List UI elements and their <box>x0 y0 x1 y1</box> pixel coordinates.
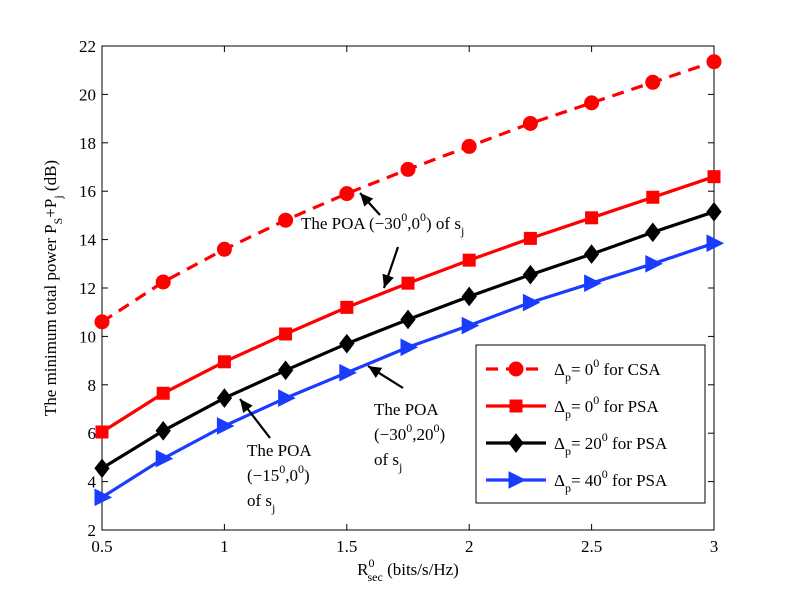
svg-text:of sj: of sj <box>374 450 402 474</box>
x-axis-label: R0 sec (bits/s/Hz) <box>357 556 459 584</box>
y-tick-label: 8 <box>88 376 97 395</box>
legend-label: Δp= 400 for PSA <box>554 467 668 495</box>
data-point <box>217 355 231 369</box>
data-point <box>94 488 113 507</box>
data-point <box>584 274 602 292</box>
data-point <box>461 316 480 335</box>
data-point <box>216 241 232 257</box>
data-point <box>645 74 661 90</box>
series-layer <box>94 54 725 507</box>
y-tick-label: 18 <box>79 134 96 153</box>
data-point <box>155 274 171 290</box>
annotation-poa-15-0: The POA (−150,00) of sj <box>247 441 312 515</box>
legend-label: Δp= 00 for PSA <box>554 393 660 421</box>
data-point <box>216 388 233 408</box>
data-point <box>523 231 537 245</box>
svg-text:The POA: The POA <box>374 400 439 419</box>
series-1 <box>94 54 722 330</box>
y-tick-label: 16 <box>79 182 96 201</box>
data-point <box>94 314 110 330</box>
data-point <box>339 363 357 382</box>
data-point <box>279 327 293 341</box>
legend-marker <box>508 433 524 453</box>
annotation-poa-30-20: The POA (−300,200) of sj <box>374 400 445 474</box>
svg-text:(−300,200): (−300,200) <box>374 421 445 444</box>
data-point <box>278 389 296 407</box>
data-point <box>583 244 600 264</box>
x-tick-label: 2 <box>465 537 474 556</box>
series-2 <box>95 170 721 439</box>
y-tick-label: 20 <box>79 85 96 104</box>
legend-label: Δp= 00 for CSA <box>554 356 661 384</box>
data-point <box>95 425 109 439</box>
series-4 <box>94 234 725 507</box>
data-point <box>400 338 419 357</box>
legend-marker <box>509 399 523 413</box>
x-tick-label: 1.5 <box>336 537 357 556</box>
y-tick-label: 4 <box>88 473 97 492</box>
annotation-arrow <box>367 365 404 389</box>
y-axis-label: The minimum total power PS+Pj (dB) <box>41 160 65 416</box>
data-point <box>645 222 661 243</box>
data-point <box>706 54 722 70</box>
y-tick-label: 14 <box>79 231 97 250</box>
data-point <box>584 95 600 111</box>
data-point <box>339 186 355 202</box>
data-point <box>400 309 416 330</box>
data-point <box>94 458 110 479</box>
data-point <box>585 211 599 225</box>
data-point <box>339 333 355 354</box>
legend: Δp= 00 for CSA Δp= 00 for PSA Δp= 200 for … <box>475 344 706 504</box>
data-point <box>706 201 722 222</box>
data-point <box>645 254 663 273</box>
svg-text:of sj: of sj <box>247 491 275 515</box>
data-point <box>706 234 725 253</box>
legend-marker <box>508 361 524 377</box>
data-point <box>522 115 538 131</box>
data-point <box>155 449 174 468</box>
data-point <box>522 264 539 285</box>
series-3 <box>94 201 722 479</box>
y-tick-label: 12 <box>79 279 96 298</box>
data-point <box>462 253 476 267</box>
data-point <box>400 161 416 177</box>
x-tick-label: 3 <box>710 537 719 556</box>
y-tick-label: 6 <box>88 424 97 443</box>
annotation-arrow <box>239 398 271 439</box>
svg-text:The POA: The POA <box>247 441 312 460</box>
data-point <box>278 212 294 228</box>
data-point <box>461 286 477 307</box>
legend-item: Δp= 400 for PSA <box>486 467 668 495</box>
y-tick-label: 2 <box>88 521 97 540</box>
data-point <box>707 170 721 184</box>
legend-item: Δp= 00 for PSA <box>486 393 660 421</box>
axis-labels: R0 sec (bits/s/Hz) The minimum total power… <box>41 160 459 584</box>
data-point <box>522 293 541 312</box>
svg-text:(−150,00): (−150,00) <box>247 462 310 485</box>
y-tick-label: 10 <box>79 327 96 346</box>
y-tick-label: 22 <box>79 37 96 56</box>
annotation-poa-30-0: The POA (−300,00) of sj <box>301 210 464 238</box>
data-point <box>646 190 660 204</box>
data-point <box>340 300 354 314</box>
data-point <box>401 276 415 290</box>
x-tick-label: 0.5 <box>91 537 112 556</box>
annotation-arrow <box>359 192 381 216</box>
x-tick-label: 1 <box>220 537 229 556</box>
x-tick-label: 2.5 <box>581 537 602 556</box>
data-point <box>155 420 171 441</box>
annotation-arrow <box>382 246 400 289</box>
data-point <box>277 360 294 381</box>
legend-label: Δp= 200 for PSA <box>554 430 668 458</box>
data-point <box>216 417 235 435</box>
legend-item: Δp= 200 for PSA <box>486 430 668 458</box>
annotation-layer: The POA (−300,00) of sj The POA (−150,00) o… <box>239 192 464 515</box>
legend-item: Δp= 00 for CSA <box>486 356 661 384</box>
legend-marker <box>508 471 527 489</box>
data-point <box>461 138 477 154</box>
ticks-layer: 0.5 1 1.5 2 2.5 3 2 4 6 8 10 12 14 16 18 20 22 <box>79 37 718 556</box>
data-point <box>156 386 170 400</box>
